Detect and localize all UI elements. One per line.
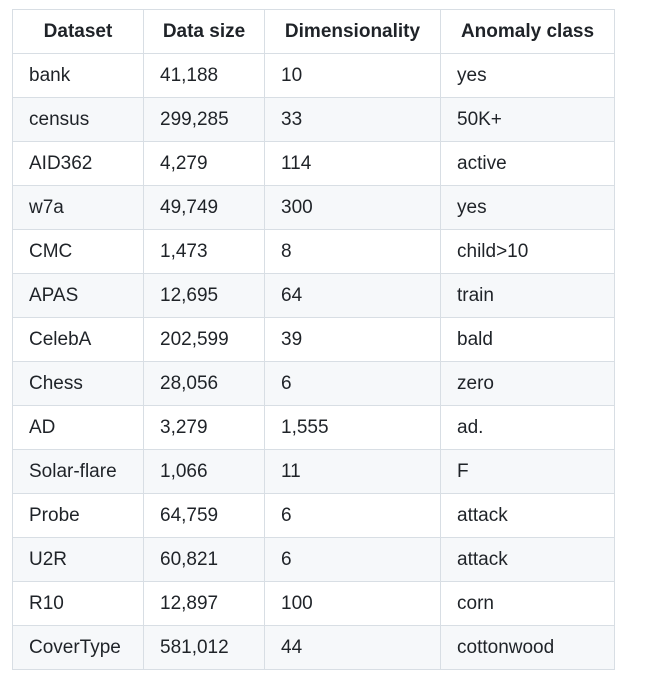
cell-dataset: census: [12, 97, 144, 142]
table-row: U2R 60,821 6 attack: [12, 537, 615, 582]
cell-dimensionality: 100: [264, 581, 441, 626]
cell-dataset: AD: [12, 405, 144, 450]
cell-dimensionality: 6: [264, 537, 441, 582]
cell-dimensionality: 8: [264, 229, 441, 274]
cell-anomaly-class: attack: [440, 493, 615, 538]
table-row: CelebA 202,599 39 bald: [12, 317, 615, 362]
cell-data-size: 60,821: [143, 537, 265, 582]
table-row: AD 3,279 1,555 ad.: [12, 405, 615, 450]
cell-anomaly-class: cottonwood: [440, 625, 615, 670]
cell-data-size: 41,188: [143, 53, 265, 98]
datasets-table: Dataset Data size Dimensionality Anomaly…: [12, 9, 615, 670]
cell-dimensionality: 33: [264, 97, 441, 142]
cell-dataset: CMC: [12, 229, 144, 274]
header-dataset: Dataset: [12, 9, 144, 54]
cell-anomaly-class: 50K+: [440, 97, 615, 142]
cell-dataset: bank: [12, 53, 144, 98]
cell-dataset: CelebA: [12, 317, 144, 362]
cell-anomaly-class: zero: [440, 361, 615, 406]
table-row: CoverType 581,012 44 cottonwood: [12, 625, 615, 670]
cell-dataset: APAS: [12, 273, 144, 318]
cell-anomaly-class: child>10: [440, 229, 615, 274]
cell-data-size: 64,759: [143, 493, 265, 538]
cell-dimensionality: 6: [264, 361, 441, 406]
cell-anomaly-class: active: [440, 141, 615, 186]
cell-dimensionality: 64: [264, 273, 441, 318]
cell-data-size: 1,473: [143, 229, 265, 274]
cell-data-size: 3,279: [143, 405, 265, 450]
cell-data-size: 12,897: [143, 581, 265, 626]
table-row: AID362 4,279 114 active: [12, 141, 615, 186]
cell-dimensionality: 300: [264, 185, 441, 230]
cell-data-size: 1,066: [143, 449, 265, 494]
table-body: bank 41,188 10 yes census 299,285 33 50K+ AID362…: [12, 53, 615, 670]
header-dimensionality: Dimensionality: [264, 9, 441, 54]
table-row: CMC 1,473 8 child>10: [12, 229, 615, 274]
cell-dataset: AID362: [12, 141, 144, 186]
cell-data-size: 4,279: [143, 141, 265, 186]
cell-anomaly-class: attack: [440, 537, 615, 582]
cell-dataset: Solar-flare: [12, 449, 144, 494]
cell-dataset: U2R: [12, 537, 144, 582]
cell-dataset: Probe: [12, 493, 144, 538]
cell-data-size: 299,285: [143, 97, 265, 142]
cell-anomaly-class: bald: [440, 317, 615, 362]
table-row: census 299,285 33 50K+: [12, 97, 615, 142]
table-header: Dataset Data size Dimensionality Anomaly…: [12, 9, 615, 54]
cell-dimensionality: 6: [264, 493, 441, 538]
cell-dimensionality: 11: [264, 449, 441, 494]
table-row: APAS 12,695 64 train: [12, 273, 615, 318]
cell-data-size: 581,012: [143, 625, 265, 670]
cell-dimensionality: 10: [264, 53, 441, 98]
cell-dimensionality: 114: [264, 141, 441, 186]
cell-data-size: 12,695: [143, 273, 265, 318]
table-row: R10 12,897 100 corn: [12, 581, 615, 626]
table-row: Probe 64,759 6 attack: [12, 493, 615, 538]
cell-dimensionality: 44: [264, 625, 441, 670]
cell-anomaly-class: yes: [440, 53, 615, 98]
cell-anomaly-class: yes: [440, 185, 615, 230]
table-row: Solar-flare 1,066 11 F: [12, 449, 615, 494]
header-anomaly-class: Anomaly class: [440, 9, 615, 54]
table-row: w7a 49,749 300 yes: [12, 185, 615, 230]
table-row: Chess 28,056 6 zero: [12, 361, 615, 406]
cell-dimensionality: 1,555: [264, 405, 441, 450]
header-data-size: Data size: [143, 9, 265, 54]
cell-data-size: 28,056: [143, 361, 265, 406]
cell-dataset: Chess: [12, 361, 144, 406]
table-row: bank 41,188 10 yes: [12, 53, 615, 98]
header-row: Dataset Data size Dimensionality Anomaly…: [12, 9, 615, 54]
cell-anomaly-class: train: [440, 273, 615, 318]
cell-anomaly-class: corn: [440, 581, 615, 626]
cell-dimensionality: 39: [264, 317, 441, 362]
cell-dataset: w7a: [12, 185, 144, 230]
cell-dataset: CoverType: [12, 625, 144, 670]
cell-data-size: 49,749: [143, 185, 265, 230]
cell-anomaly-class: F: [440, 449, 615, 494]
cell-dataset: R10: [12, 581, 144, 626]
cell-anomaly-class: ad.: [440, 405, 615, 450]
cell-data-size: 202,599: [143, 317, 265, 362]
